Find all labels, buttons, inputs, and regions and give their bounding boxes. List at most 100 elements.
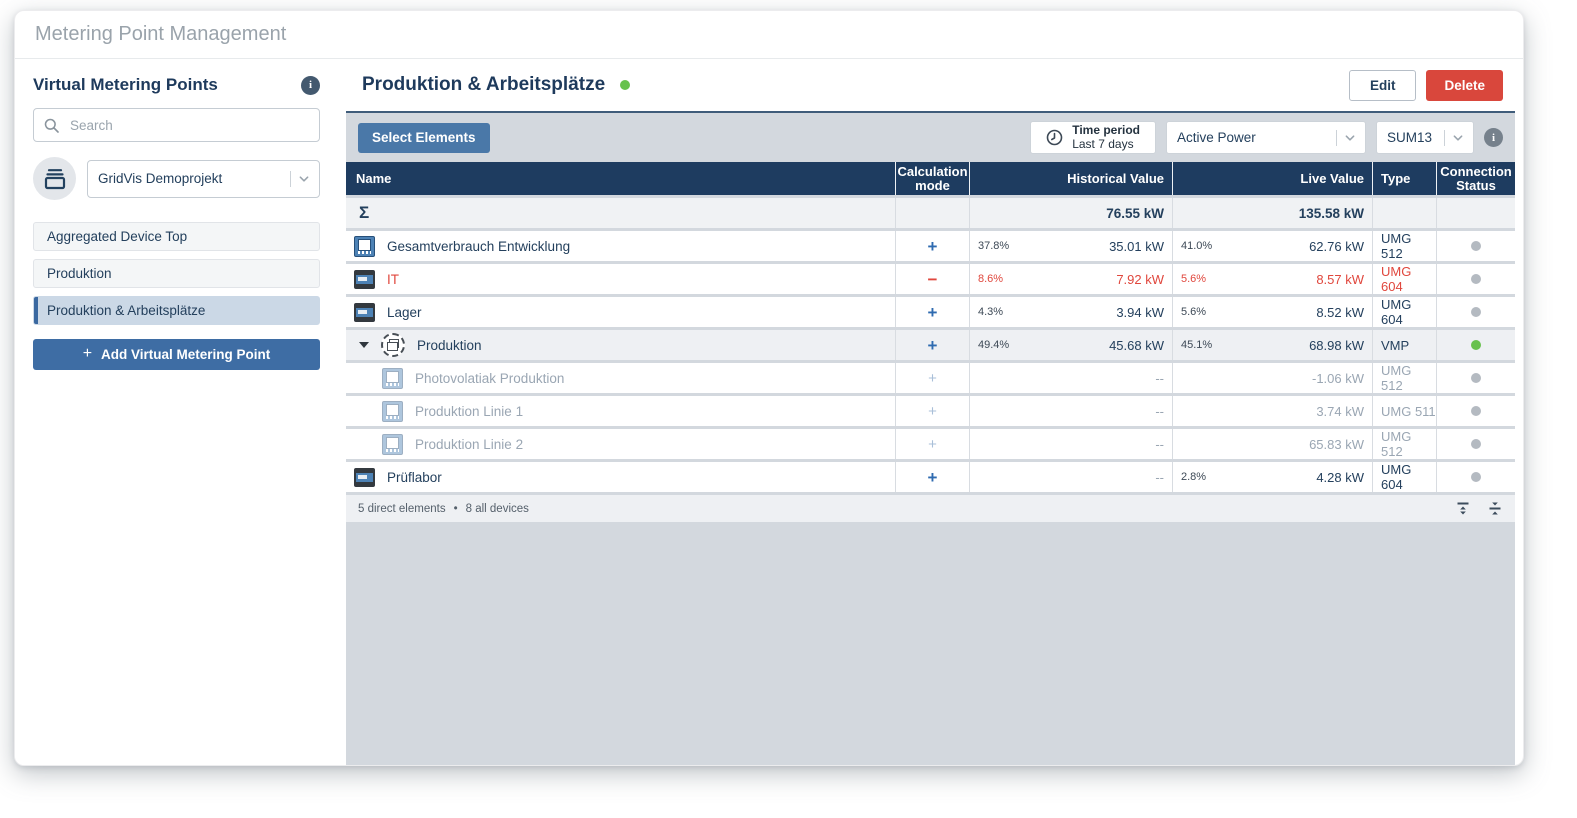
connection-status-dot: [1471, 274, 1481, 284]
expand-caret-icon[interactable]: [359, 342, 369, 348]
historical-value: --: [1155, 370, 1164, 386]
device-type: UMG 604: [1381, 462, 1412, 492]
measurement-select[interactable]: Active Power: [1166, 121, 1366, 154]
table-row[interactable]: IT − 8.6% 7.92 kW 5.6% 8.57 kW UMG 604: [346, 264, 1515, 294]
connection-status-dot: [1471, 340, 1481, 350]
col-header-live-value: Live Value: [1172, 162, 1372, 195]
connection-status-dot: [1471, 373, 1481, 383]
device-icon: [354, 235, 375, 257]
sidebar: Virtual Metering Points i: [15, 59, 338, 765]
table-row[interactable]: Gesamtverbrauch Entwicklung + 37.8% 35.0…: [346, 231, 1515, 261]
historical-value: 7.92 kW: [1116, 271, 1164, 287]
expand-all-icon[interactable]: [1487, 501, 1503, 516]
device-icon: [354, 302, 375, 322]
live-value: 68.98 kW: [1309, 337, 1364, 353]
aggregation-select-value: SUM13: [1387, 130, 1433, 145]
toolbar-right: Time period Last 7 days Active Power SUM…: [1030, 121, 1503, 154]
plus-icon: +: [82, 345, 93, 362]
historical-value: --: [1155, 469, 1164, 485]
direct-elements-count: 5 direct elements: [358, 502, 446, 515]
app-window: Metering Point Management Virtual Meteri…: [14, 10, 1524, 766]
vmp-status-dot: [620, 80, 631, 90]
live-percent: 5.6%: [1181, 273, 1207, 285]
historical-percent: 4.3%: [978, 306, 1004, 318]
select-elements-button[interactable]: Select Elements: [358, 122, 490, 153]
table-row[interactable]: Photovolatiak Produktion + -- -1.06 kW U…: [346, 363, 1515, 393]
device-type: UMG 604: [1381, 297, 1412, 327]
search-icon: [44, 118, 59, 133]
sidebar-item-aggregated-device-top[interactable]: Aggregated Device Top: [33, 222, 320, 251]
main-panel: Produktion & Arbeitsplätze Edit Delete S…: [346, 59, 1515, 765]
device-icon: [354, 467, 375, 487]
collapse-all-icon[interactable]: [1455, 501, 1471, 516]
connection-status-dot: [1471, 241, 1481, 251]
add-button-label: Add Virtual Metering Point: [101, 347, 271, 362]
device-icon: [382, 367, 403, 389]
historical-percent: 49.4%: [978, 339, 1010, 351]
vmp-list: Aggregated Device Top Produktion Produkt…: [33, 222, 320, 325]
sidebar-item-produktion[interactable]: Produktion: [33, 259, 320, 288]
device-icon: [381, 333, 405, 357]
app-titlebar: Metering Point Management: [15, 11, 1523, 59]
calculation-mode-toggle[interactable]: +: [927, 335, 938, 355]
clock-icon: [1046, 129, 1063, 146]
sigma-icon: Σ: [359, 203, 370, 222]
row-name: Produktion Linie 2: [415, 436, 524, 452]
historical-percent: 37.8%: [978, 240, 1010, 252]
app-title: Metering Point Management: [35, 23, 287, 45]
sum-row: Σ 76.55 kW 135.58 kW: [346, 198, 1515, 228]
table-row[interactable]: Produktion Linie 2 + -- 65.83 kW UMG 512: [346, 429, 1515, 459]
live-value: 3.74 kW: [1316, 403, 1364, 419]
connection-status-dot: [1471, 406, 1481, 416]
live-percent: 5.6%: [1181, 306, 1207, 318]
device-type: UMG 512: [1381, 429, 1412, 459]
row-name: Prüflabor: [387, 469, 442, 485]
sum-live-value: 135.58 kW: [1298, 205, 1364, 221]
live-value: 62.76 kW: [1309, 238, 1364, 254]
table-row[interactable]: Lager + 4.3% 3.94 kW 5.6% 8.52 kW UMG 60…: [346, 297, 1515, 327]
sidebar-item-produktion-arbeitsplaetze[interactable]: Produktion & Arbeitsplätze: [33, 296, 320, 325]
sidebar-header: Virtual Metering Points i: [33, 75, 320, 95]
aggregation-select[interactable]: SUM13: [1376, 121, 1474, 154]
live-value: -1.06 kW: [1311, 370, 1364, 386]
chevron-down-icon: [1345, 134, 1355, 141]
device-icon: [382, 433, 403, 455]
table-body: Gesamtverbrauch Entwicklung + 37.8% 35.0…: [346, 231, 1515, 492]
live-percent: 45.1%: [1181, 339, 1213, 351]
calculation-mode-toggle[interactable]: +: [927, 236, 938, 256]
connection-status-dot: [1471, 307, 1481, 317]
table-row[interactable]: Prüflabor + -- 2.8% 4.28 kW UMG 604: [346, 462, 1515, 492]
project-badge: [33, 157, 76, 200]
sidebar-info-icon[interactable]: i: [301, 75, 320, 95]
edit-button[interactable]: Edit: [1348, 69, 1417, 101]
live-value: 8.52 kW: [1316, 304, 1364, 320]
table-row[interactable]: Produktion + 49.4% 45.68 kW 45.1% 68.98 …: [346, 330, 1515, 360]
search-box[interactable]: [33, 108, 320, 142]
project-select[interactable]: GridVis Demoprojekt: [87, 159, 320, 198]
device-type: UMG 512: [1381, 363, 1412, 393]
live-value: 8.57 kW: [1316, 271, 1364, 287]
select-divider: [290, 170, 291, 187]
calculation-mode-toggle[interactable]: +: [927, 302, 938, 322]
connection-status-dot: [1471, 439, 1481, 449]
calculation-mode-toggle[interactable]: +: [928, 369, 937, 387]
time-period-button[interactable]: Time period Last 7 days: [1030, 121, 1156, 154]
table-info-icon[interactable]: i: [1484, 128, 1503, 147]
col-header-name: Name: [356, 170, 392, 186]
calculation-mode-toggle[interactable]: +: [927, 467, 938, 487]
time-period-label: Time period: [1072, 122, 1140, 137]
add-virtual-metering-point-button[interactable]: + Add Virtual Metering Point: [33, 339, 320, 370]
col-header-historical-value: Historical Value: [969, 162, 1172, 195]
calculation-mode-toggle[interactable]: −: [927, 269, 938, 289]
delete-button[interactable]: Delete: [1426, 69, 1503, 101]
table-row[interactable]: Produktion Linie 1 + -- 3.74 kW UMG 511: [346, 396, 1515, 426]
calculation-mode-toggle[interactable]: +: [928, 435, 937, 453]
calculation-mode-toggle[interactable]: +: [928, 402, 937, 420]
live-value: 65.83 kW: [1309, 436, 1364, 452]
chevron-down-icon: [299, 175, 309, 182]
device-type: UMG 511: [1381, 403, 1436, 419]
table-footer: 5 direct elements • 8 all devices: [346, 495, 1515, 522]
row-name: Photovolatiak Produktion: [415, 370, 565, 386]
page-title: Produktion & Arbeitsplätze: [362, 74, 606, 95]
search-input[interactable]: [68, 116, 309, 134]
